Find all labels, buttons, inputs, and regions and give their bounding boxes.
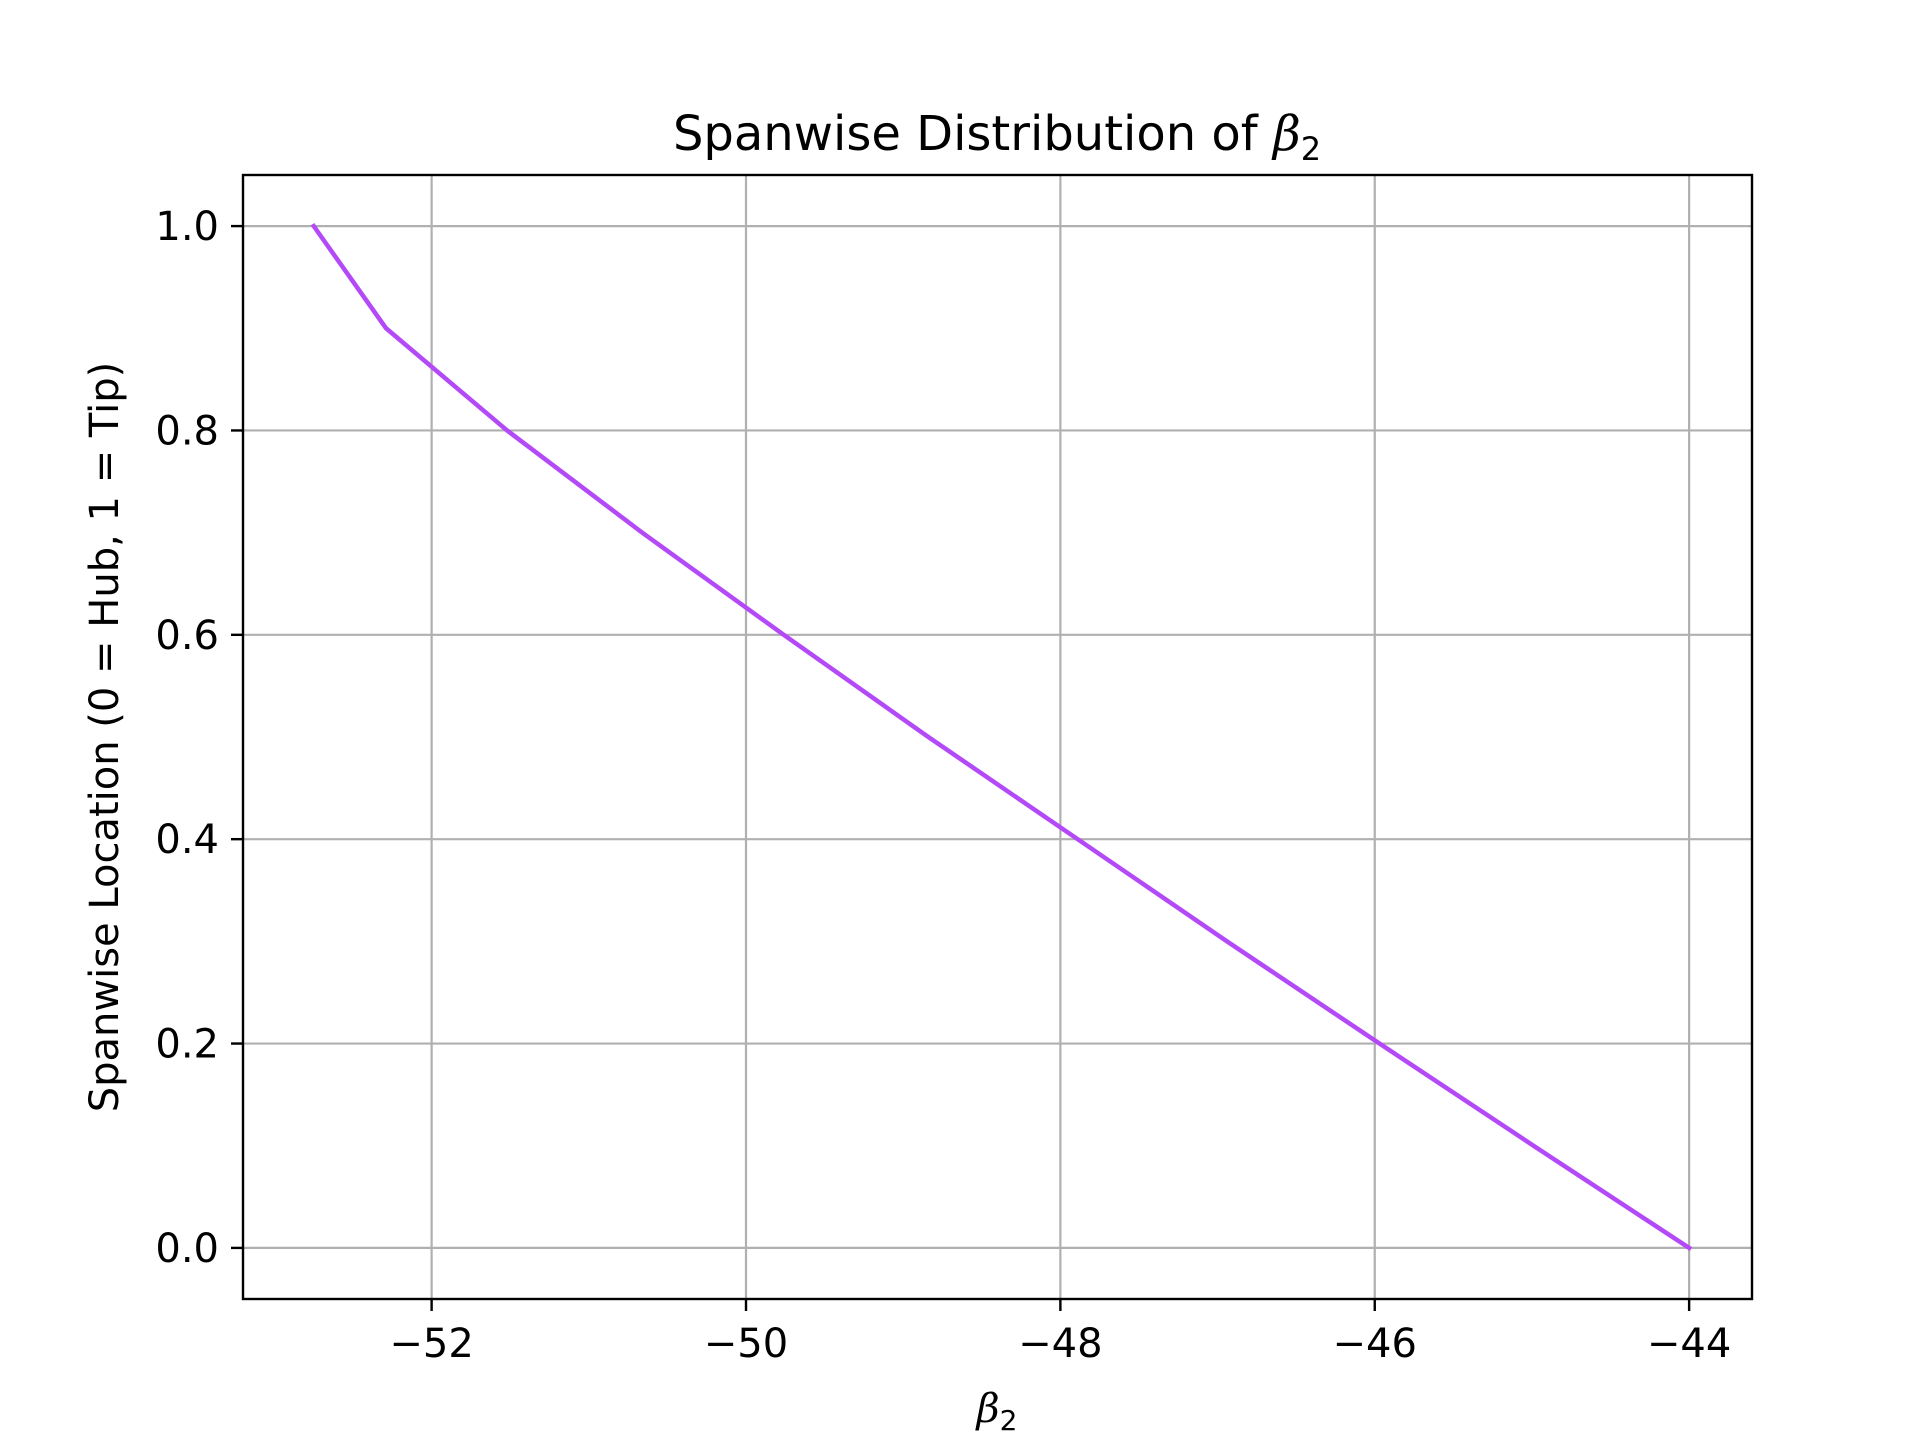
chart-title-text: Spanwise Distribution of (673, 106, 1273, 162)
x-axis-label-symbol: β (975, 1386, 1000, 1432)
chart-title: Spanwise Distribution of β2 (673, 106, 1321, 168)
y-tick-label: 0.2 (155, 1022, 219, 1068)
chart-title-symbol: β (1271, 106, 1301, 162)
x-tick-label: −48 (1018, 1321, 1102, 1367)
x-tick-label: −52 (389, 1321, 473, 1367)
series-line (310, 222, 1693, 1252)
grid-lines (243, 175, 1752, 1299)
y-axis-label: Spanwise Location (0 = Hub, 1 = Tip) (82, 362, 128, 1113)
y-axis: 0.0 0.2 0.4 0.6 0.8 1.0 (155, 204, 243, 1272)
y-tick-label: 1.0 (155, 204, 219, 250)
plot-area-frame (241, 173, 1754, 1301)
x-axis: −52 −50 −48 −46 −44 (389, 1299, 1731, 1367)
x-tick-label: −46 (1333, 1321, 1417, 1367)
y-tick-label: 0.8 (155, 408, 219, 454)
x-tick-label: −50 (704, 1321, 788, 1367)
x-tick-label: −44 (1647, 1321, 1731, 1367)
chart-title-subscript: 2 (1301, 130, 1321, 168)
y-tick-label: 0.0 (155, 1226, 219, 1272)
x-axis-label-subscript: 2 (1000, 1404, 1018, 1437)
y-tick-label: 0.6 (155, 613, 219, 659)
x-axis-label: β2 (975, 1386, 1018, 1437)
series-layer (310, 222, 1693, 1252)
y-tick-label: 0.4 (155, 817, 219, 863)
